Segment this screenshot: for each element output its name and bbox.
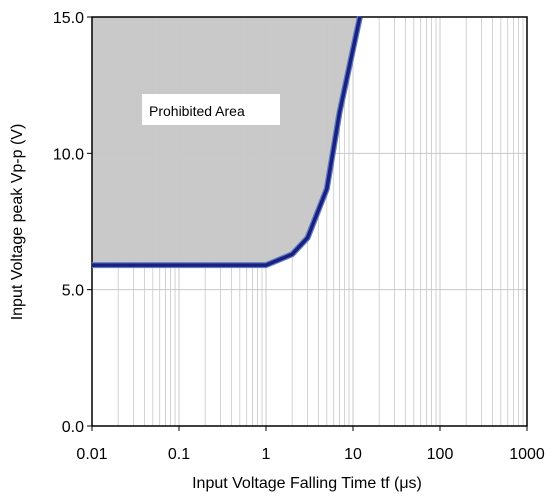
x-tick-label: 1 [262,446,271,463]
series-point [338,111,341,114]
series-layer [91,16,363,269]
x-tick-label: 0.1 [168,446,190,463]
x-tick-label: 10 [344,446,362,463]
y-tick-label: 15.0 [53,10,84,27]
annotation-layer: Prohibited Area [142,94,280,125]
y-axis-title: Input Voltage peak Vp-p (V) [9,124,26,321]
labels-layer: Input Voltage Falling Time tf (μs) Input… [9,124,422,492]
y-tick-label: 10.0 [53,146,84,163]
series-point [306,237,309,239]
series-point [91,264,93,266]
prohibited-area-label: Prohibited Area [149,103,245,119]
x-tick-label: 0.01 [76,446,107,463]
prohibited-area-fill [92,17,360,266]
y-tick-label: 0.0 [62,419,84,436]
axes-layer: 0.01 0.1 1 10 100 1000 0.0 5.0 10.0 15.0 [53,10,545,463]
grid-layer [91,16,527,427]
x-tick-label: 1000 [509,446,545,463]
series-point [359,16,361,18]
series-point [265,264,267,266]
y-tick-label: 5.0 [62,283,84,300]
shaded-region-layer [92,17,360,266]
x-axis-title: Input Voltage Falling Time tf (μs) [192,475,422,492]
plot-frame [91,16,528,427]
series-point [326,187,328,190]
annotation-background [142,94,280,125]
x-tick-label: 100 [427,446,454,463]
series-point [291,253,293,256]
